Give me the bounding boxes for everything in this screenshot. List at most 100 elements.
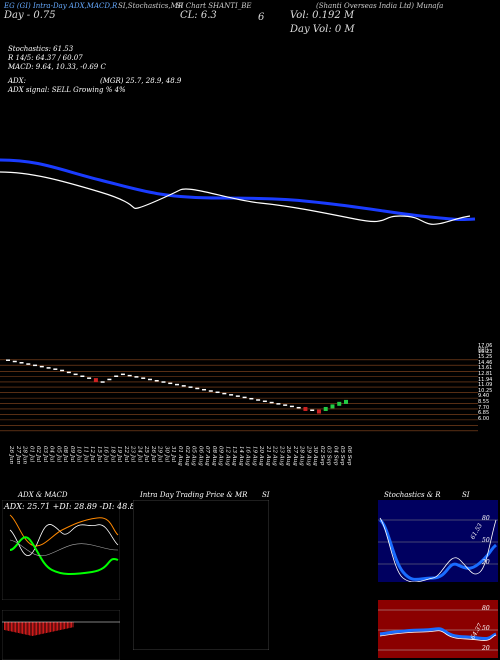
macd-bar [55, 622, 57, 631]
date-tick-label: 09 Jul [69, 446, 75, 462]
date-tick-label: 26 Jun [8, 445, 14, 464]
date-tick-label: 19 Jul [116, 446, 122, 462]
macd-bar [8, 622, 9, 631]
macd-bar [61, 622, 63, 630]
candle [188, 386, 193, 388]
adx-values: ADX: 25.71 +DI: 28.89 -DI: 48.89 [4, 502, 140, 511]
stoch-level-20: 20 [482, 559, 490, 566]
candle [66, 371, 71, 374]
candle [107, 378, 112, 381]
candle [202, 388, 207, 391]
header-cl-suffix: 6 [258, 12, 265, 23]
price-level-label: 8.55 [478, 398, 490, 405]
macd-bar [30, 622, 32, 636]
stoch-panel-suffix: SI [462, 491, 470, 499]
macd-bar [37, 622, 39, 635]
ma-blue-line [0, 158, 476, 222]
rsi-level-20: 20 [482, 645, 490, 652]
price-level-label: 6.85 [478, 410, 490, 417]
date-tick-label: 21 Aug [265, 445, 271, 466]
date-tick-label: 09 Aug [218, 446, 224, 466]
macd-panel [2, 610, 120, 660]
candle [39, 365, 44, 368]
macd-bar [9, 622, 11, 632]
date-tick-label: 19 Aug [251, 446, 257, 466]
candle [53, 368, 58, 370]
main-price-chart [0, 158, 478, 432]
header-line1-right: SI Chart SHANTI_BE [176, 2, 252, 10]
date-tick-label: 14 Aug [238, 446, 244, 466]
candle [161, 381, 166, 383]
candle [235, 395, 240, 397]
date-tick-label: 25 Jul [143, 445, 149, 462]
candle [256, 399, 261, 401]
date-tick-label: 26 Jul [150, 445, 156, 462]
macd-bar [72, 622, 74, 628]
macd-bar [25, 622, 26, 635]
date-tick-label: 18 Jul [109, 446, 115, 462]
intraday-panel-title: Intra Day Trading Price & MR [140, 491, 248, 499]
date-tick-label: 29 Jul [157, 445, 163, 462]
date-tick-label: 01 Aug [177, 446, 183, 466]
stoch-readout: Stochastics: 61.53 [8, 45, 74, 53]
candle [222, 392, 227, 395]
macd-bar [20, 622, 22, 634]
candle [19, 362, 24, 364]
candle [242, 396, 247, 399]
candle [60, 369, 65, 372]
candle [181, 385, 186, 387]
stoch-panel-title: Stochastics & R [384, 491, 441, 499]
stoch-panel [378, 500, 498, 582]
macd-readout: MACD: 9.64, 10.33, -0.69 C [8, 63, 106, 71]
date-tick-label: 03 Jul [42, 446, 48, 462]
macd-bar [53, 622, 54, 632]
candle [296, 406, 301, 409]
header-cl: CL: 6.3 [180, 10, 217, 21]
price-level-label: 15.25 [478, 354, 493, 361]
candle [195, 387, 200, 390]
candle [208, 390, 213, 392]
date-tick-label: 08 Jul [62, 446, 68, 462]
candle [134, 376, 139, 378]
candle [337, 401, 342, 406]
date-tick-label: 13 Aug [231, 446, 237, 466]
macd-bar [58, 622, 60, 631]
price-level-label: 13.61 [478, 365, 493, 372]
header-line1-left: EG (GI) Intra-Day ADX,MACD,R [4, 2, 118, 10]
date-tick-label: 05 Aug [191, 446, 197, 466]
date-tick-label: 22 Jul [123, 445, 129, 462]
date-tick-label: 06 Aug [197, 446, 203, 466]
price-level-label: 6.00 [478, 415, 490, 422]
date-tick-label: 05 Jul [55, 446, 61, 462]
date-axis: 26 Jun 27 Jun 28 Jun 01 Jul 02 Jul 03 Jul 04 J… [8, 445, 352, 466]
adx-panel [2, 500, 120, 600]
candle [147, 378, 152, 381]
candle [310, 409, 315, 412]
price-gridlines [0, 359, 478, 432]
macd-bar [71, 622, 72, 628]
price-axis-labels: 17.06 16.23 15.25 14.46 13.61 12.81 11.94 11.09… [478, 343, 500, 422]
macd-bar [65, 622, 67, 629]
date-tick-label: 06 Sep [346, 446, 352, 466]
macd-bar [67, 622, 68, 629]
price-level-label: 14.46 [478, 359, 493, 366]
candle [100, 381, 105, 383]
macd-bar [23, 622, 25, 635]
price-level-label: 12.81 [478, 370, 493, 377]
candle [215, 391, 220, 394]
stoch-level-80: 80 [482, 515, 490, 522]
candle [269, 401, 274, 404]
intraday-panel [133, 500, 269, 650]
candle [154, 379, 159, 382]
date-tick-label: 11 Jul [82, 446, 88, 462]
macd-bar [18, 622, 19, 633]
date-tick-label: 04 Jul [49, 446, 55, 462]
macd-bar [44, 622, 46, 634]
adx-signal: ADX signal: SELL Growing % 4% [8, 86, 126, 94]
rsi-readout: R 14/5: 64.37 / 60.07 [8, 54, 83, 62]
macd-bar [33, 622, 35, 636]
candle [276, 403, 281, 405]
macd-bar [16, 622, 18, 633]
macd-bar [62, 622, 64, 630]
candle [33, 364, 38, 367]
